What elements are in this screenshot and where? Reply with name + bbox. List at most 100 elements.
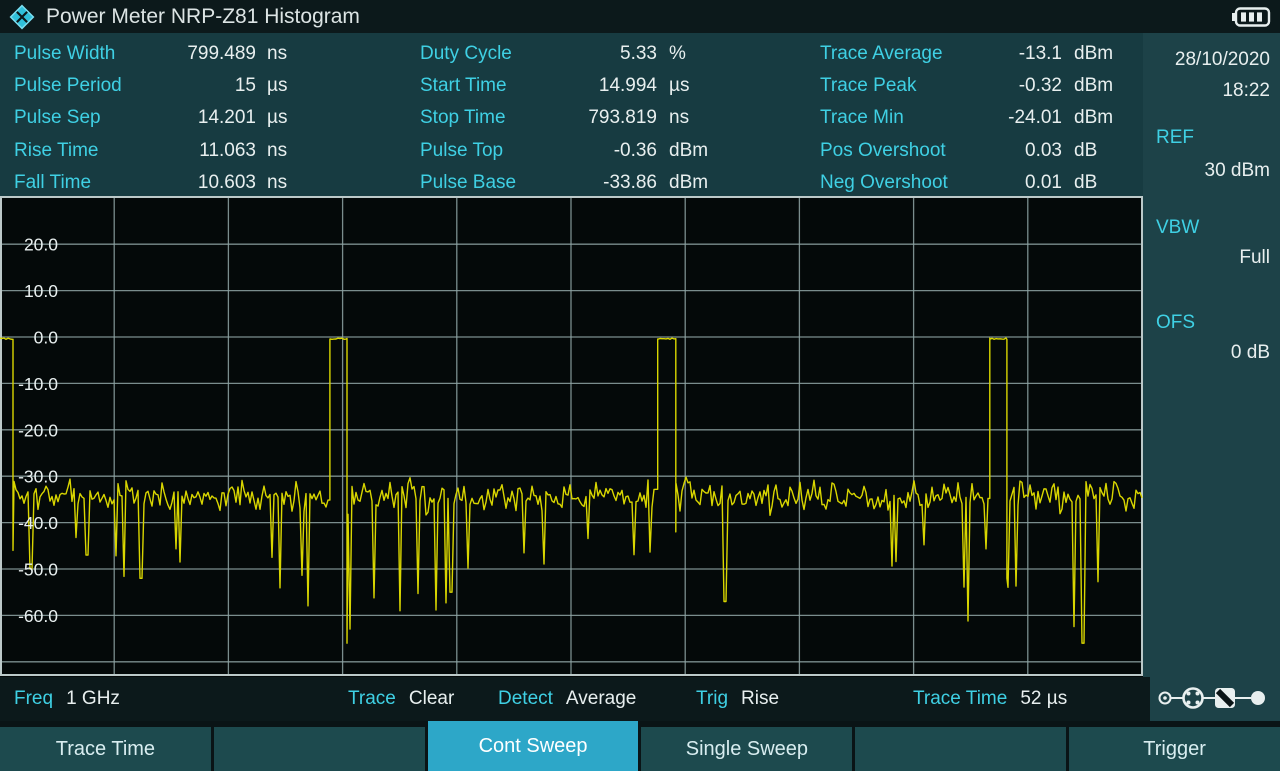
param-value: 10.603: [197, 171, 256, 193]
param-label: Fall Time: [14, 171, 92, 193]
param-label: Rise Time: [14, 139, 99, 161]
time-display: 18:22: [1222, 80, 1270, 101]
param-value: 11.063: [199, 139, 256, 161]
param-value: -0.32: [1018, 75, 1062, 97]
trace-stats-column: Trace Average -13.1 dBm Trace Peak -0.32 dBm T…: [820, 38, 1113, 199]
param-row: Stop Time 793.819 ns: [420, 102, 708, 134]
param-row: Rise Time 11.063 ns: [14, 135, 287, 167]
param-row: Trace Average -13.1 dBm: [820, 38, 1113, 70]
softkey-single-sweep[interactable]: Single Sweep: [641, 727, 853, 771]
param-label: Trace Min: [820, 107, 904, 129]
status-item-trace-time[interactable]: Trace Time 52 µs: [913, 688, 1067, 710]
param-label: Stop Time: [420, 107, 506, 129]
param-label: Pulse Base: [420, 171, 517, 193]
status-value: Average: [565, 688, 637, 709]
status-value: 52 µs: [1020, 688, 1068, 709]
param-row: Neg Overshoot 0.01 dB: [820, 167, 1113, 199]
param-label: Neg Overshoot: [820, 171, 948, 193]
softkey-cont-sweep[interactable]: Cont Sweep: [427, 721, 639, 771]
param-row: Duty Cycle 5.33%: [420, 38, 708, 70]
param-row: Pulse Base -33.86 dBm: [420, 167, 708, 199]
status-item-detect[interactable]: Detect Average: [498, 688, 636, 710]
ref-setting-value[interactable]: 30 dBm: [1204, 160, 1270, 181]
param-value: 793.819: [588, 107, 657, 129]
status-label: Trace Time: [913, 688, 1008, 709]
param-unit: dBm: [1074, 43, 1114, 65]
chart-border: [0, 196, 1143, 676]
softkey-blank-1[interactable]: [213, 727, 425, 771]
param-value: 14.201: [197, 107, 256, 129]
param-unit: dBm: [1074, 107, 1114, 129]
param-label: Pulse Sep: [14, 107, 101, 129]
param-label: Pulse Period: [14, 75, 122, 97]
ofs-setting-label[interactable]: OFS: [1156, 312, 1196, 333]
status-item-trace[interactable]: Trace Clear: [348, 688, 454, 710]
measurement-results-panel: Pulse Width 799.489 ns Pulse Period 15 µs Puls…: [0, 33, 1143, 196]
battery-icon: [1232, 7, 1271, 27]
param-unit: dB: [1074, 139, 1098, 161]
param-value: 14.994: [598, 75, 657, 97]
param-unit: %: [669, 43, 686, 65]
param-label: Trace Peak: [820, 75, 917, 97]
title-bar: Power Meter NRP-Z81 Histogram: [0, 0, 1280, 33]
param-row: Pos Overshoot 0.03 dB: [820, 135, 1113, 167]
param-unit: ns: [267, 43, 288, 65]
y-axis-tick-label: 20.0: [24, 235, 58, 255]
param-value: -0.36: [613, 139, 657, 161]
status-value: Clear: [408, 688, 455, 709]
param-label: Trace Average: [820, 43, 943, 65]
pulse-level-column: Duty Cycle 5.33% Start Time 14.994 µs Stop Ti…: [420, 38, 708, 199]
softkey-bar: Trace Time Cont Sweep Single Sweep Trigger: [0, 721, 1280, 771]
softkey-trace-time[interactable]: Trace Time: [0, 727, 211, 771]
param-value: 0.03: [1025, 139, 1062, 161]
softkey-blank-4[interactable]: [855, 727, 1067, 771]
param-row: Trace Min -24.01 dBm: [820, 102, 1113, 134]
param-row: Pulse Sep 14.201 µs: [14, 102, 287, 134]
rohde-schwarz-logo-icon: [9, 4, 35, 29]
status-label: Detect: [498, 688, 553, 709]
y-axis-tick-label: 10.0: [24, 281, 58, 301]
y-axis-tick-label: -30.0: [18, 467, 58, 487]
param-row: Fall Time 10.603 ns: [14, 167, 287, 199]
status-label: Trace: [348, 688, 396, 709]
param-row: Pulse Width 799.489 ns: [14, 38, 287, 70]
y-axis-tick-label: 0.0: [34, 328, 59, 348]
param-unit: ns: [267, 139, 288, 161]
y-axis-tick-label: -20.0: [18, 420, 58, 440]
vbw-setting-label[interactable]: VBW: [1156, 217, 1200, 238]
power-trace: [0, 337, 1143, 644]
param-row: Start Time 14.994 µs: [420, 70, 708, 102]
ref-setting-label[interactable]: REF: [1156, 127, 1194, 148]
vbw-setting-value[interactable]: Full: [1239, 247, 1270, 268]
y-axis-tick-label: -60.0: [18, 606, 58, 626]
param-label: Pulse Top: [420, 139, 504, 161]
ofs-setting-value[interactable]: 0 dB: [1230, 342, 1270, 363]
sensor-path-icon: [1158, 687, 1265, 709]
settings-sidebar: 28/10/2020 18:22 REF 30 dBm VBW Full OFS…: [1143, 33, 1280, 723]
y-axis-tick-label: -40.0: [18, 513, 58, 533]
param-row: Pulse Top -0.36 dBm: [420, 135, 708, 167]
pulse-timing-column: Pulse Width 799.489 ns Pulse Period 15 µs Puls…: [14, 38, 287, 199]
param-unit: µs: [267, 107, 288, 129]
status-value: Rise: [741, 688, 780, 709]
status-value: 1 GHz: [66, 688, 120, 709]
param-value: 5.33: [620, 43, 657, 65]
status-item-freq[interactable]: Freq 1 GHz: [14, 688, 120, 710]
page-title: Power Meter NRP-Z81 Histogram: [46, 4, 360, 28]
date-display: 28/10/2020: [1174, 49, 1270, 70]
status-bar: Freq 1 GHz Trace Clear Detect Average Trig Rise…: [0, 677, 1150, 723]
param-value: -13.1: [1018, 43, 1062, 65]
param-unit: dB: [1074, 171, 1098, 193]
softkey-trigger[interactable]: Trigger: [1069, 727, 1280, 771]
param-value: 0.01: [1025, 171, 1062, 193]
param-label: Pulse Width: [14, 43, 116, 65]
param-label: Start Time: [420, 75, 507, 97]
param-unit: ns: [267, 171, 288, 193]
status-label: Freq: [14, 688, 54, 709]
param-value: -33.86: [603, 171, 657, 193]
param-label: Pos Overshoot: [820, 139, 946, 161]
y-axis-tick-label: -50.0: [18, 560, 58, 580]
trace-chart: 20.0 10.0 0.0 -10.0 -20.0 -30.0 -40.0 -50.0 -60.…: [0, 196, 1143, 677]
param-unit: dBm: [669, 171, 709, 193]
status-item-trig[interactable]: Trig Rise: [696, 688, 779, 710]
